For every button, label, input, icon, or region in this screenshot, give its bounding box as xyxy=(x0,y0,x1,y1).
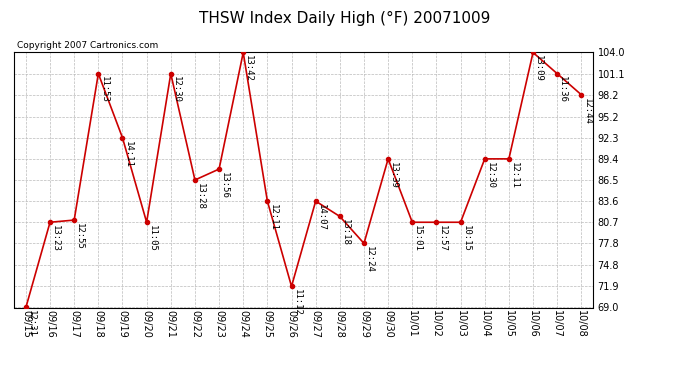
Text: 12:30: 12:30 xyxy=(486,162,495,189)
Text: 11:05: 11:05 xyxy=(148,225,157,252)
Text: 12:57: 12:57 xyxy=(437,225,446,252)
Text: 13:23: 13:23 xyxy=(51,225,60,252)
Text: 10:15: 10:15 xyxy=(462,225,471,252)
Text: 13:09: 13:09 xyxy=(534,55,543,82)
Text: 13:56: 13:56 xyxy=(220,172,229,199)
Text: 14:07: 14:07 xyxy=(317,204,326,231)
Text: 13:39: 13:39 xyxy=(389,162,398,189)
Text: 15:01: 15:01 xyxy=(413,225,422,252)
Text: 11:53: 11:53 xyxy=(99,76,108,103)
Text: 12:11: 12:11 xyxy=(510,162,519,189)
Text: 13:18: 13:18 xyxy=(341,219,350,246)
Text: 12:31: 12:31 xyxy=(27,310,36,337)
Text: 14:11: 14:11 xyxy=(124,141,132,167)
Text: 13:42: 13:42 xyxy=(244,55,253,82)
Text: THSW Index Daily High (°F) 20071009: THSW Index Daily High (°F) 20071009 xyxy=(199,11,491,26)
Text: Copyright 2007 Cartronics.com: Copyright 2007 Cartronics.com xyxy=(17,41,159,50)
Text: 12:55: 12:55 xyxy=(75,223,84,250)
Text: 11:36: 11:36 xyxy=(558,76,567,103)
Text: 12:44: 12:44 xyxy=(582,98,591,124)
Text: 13:28: 13:28 xyxy=(196,183,205,210)
Text: 12:30: 12:30 xyxy=(172,76,181,103)
Text: 11:12: 11:12 xyxy=(293,289,302,316)
Text: 12:11: 12:11 xyxy=(268,204,277,231)
Text: 12:24: 12:24 xyxy=(365,246,374,273)
